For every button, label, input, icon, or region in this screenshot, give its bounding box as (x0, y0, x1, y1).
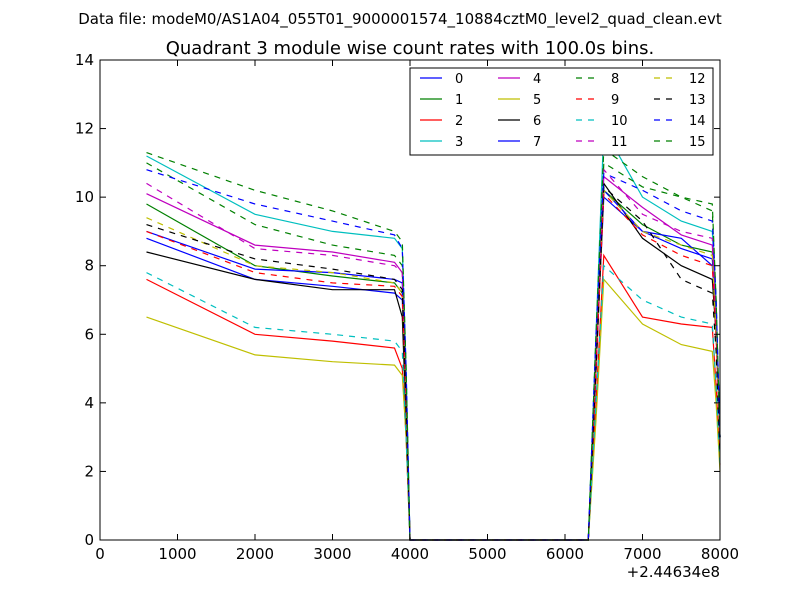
legend-label-9: 9 (611, 93, 619, 108)
y-tick-label: 0 (84, 531, 94, 549)
x-tick-label: 1000 (158, 545, 196, 563)
series-line-6 (146, 181, 721, 541)
legend-label-14: 14 (689, 114, 706, 129)
legend-label-5: 5 (533, 93, 541, 108)
series-layer (146, 126, 721, 541)
legend-label-6: 6 (533, 114, 541, 129)
x-tick-label: 8000 (701, 545, 739, 563)
y-tick-label: 12 (75, 120, 94, 138)
series-line-3 (146, 126, 721, 541)
y-tick-label: 14 (75, 51, 94, 69)
chart-title: Quadrant 3 module wise count rates with … (166, 38, 655, 59)
legend-label-1: 1 (455, 93, 463, 108)
series-line-5 (146, 277, 721, 541)
y-tick-label: 2 (84, 462, 94, 480)
legend-label-11: 11 (611, 135, 628, 150)
y-tick-label: 8 (84, 257, 94, 275)
legend-label-0: 0 (455, 72, 463, 87)
legend-label-15: 15 (689, 135, 706, 150)
x-axis-offset-label: +2.44634e8 (627, 563, 720, 581)
series-line-2 (146, 253, 721, 541)
x-tick-label: 6000 (546, 545, 584, 563)
series-line-10 (146, 264, 721, 541)
series-line-15 (146, 147, 721, 541)
y-tick-label: 10 (75, 188, 94, 206)
legend-label-12: 12 (689, 72, 706, 87)
ticks-layer: 0 1000 2000 3000 4000 5000 6000 7000 80000246810… (75, 51, 739, 563)
legend-label-4: 4 (533, 72, 541, 87)
y-tick-label: 4 (84, 394, 94, 412)
series-line-7 (146, 188, 721, 541)
series-line-8 (146, 161, 721, 541)
series-line-0 (146, 195, 721, 541)
legend-label-3: 3 (455, 135, 463, 150)
x-tick-label: 7000 (623, 545, 661, 563)
legend-label-10: 10 (611, 114, 628, 129)
x-tick-label: 4000 (391, 545, 429, 563)
series-line-12 (146, 188, 721, 541)
x-tick-label: 2000 (236, 545, 274, 563)
legend-label-13: 13 (689, 93, 706, 108)
x-tick-label: 0 (95, 545, 105, 563)
series-line-4 (146, 175, 721, 541)
series-line-1 (146, 189, 721, 541)
x-tick-label: 5000 (468, 545, 506, 563)
plot-frame (99, 59, 721, 541)
legend-label-2: 2 (455, 114, 463, 129)
legend-label-8: 8 (611, 72, 619, 87)
legend-box (409, 67, 714, 156)
x-tick-label: 3000 (313, 545, 351, 563)
series-line-13 (146, 185, 721, 541)
y-tick-label: 6 (84, 325, 94, 343)
series-line-9 (146, 192, 721, 541)
legend-label-7: 7 (533, 135, 541, 150)
figure-suptitle: Data file: modeM0/AS1A04_055T01_90000015… (78, 10, 722, 29)
